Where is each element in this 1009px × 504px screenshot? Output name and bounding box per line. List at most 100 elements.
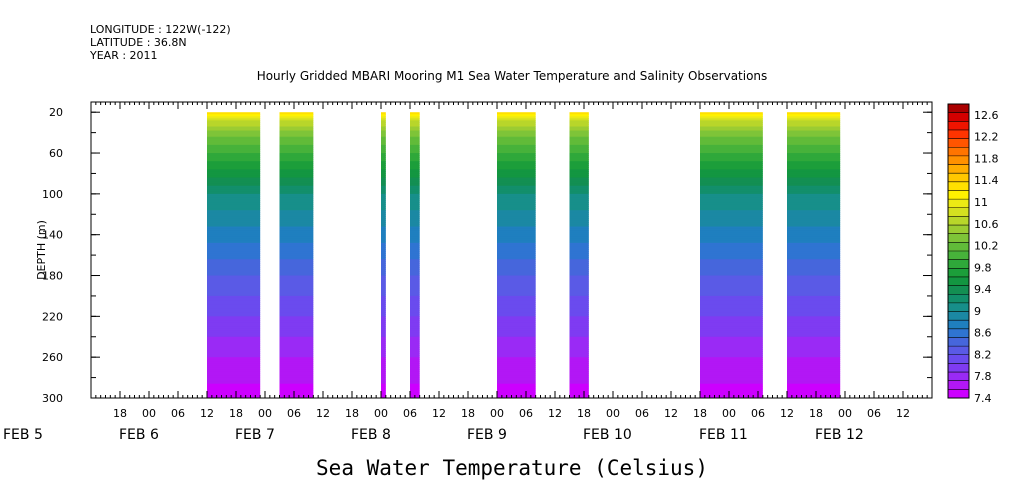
colorbar-swatch bbox=[948, 320, 969, 330]
chart-title: Hourly Gridded MBARI Mooring M1 Sea Wate… bbox=[257, 69, 768, 83]
x-hour-label: 18 bbox=[809, 407, 823, 420]
data-block-8 bbox=[787, 112, 841, 398]
x-hour-label: 18 bbox=[229, 407, 243, 420]
x-hour-label: 12 bbox=[780, 407, 794, 420]
x-date-label: FEB 9 bbox=[467, 427, 507, 443]
colorbar-swatch bbox=[948, 302, 969, 312]
data-block-6 bbox=[569, 112, 589, 398]
y-tick-label: 60 bbox=[49, 147, 63, 160]
colorbar-swatch bbox=[948, 276, 969, 286]
x-hour-label: 00 bbox=[374, 407, 388, 420]
colorbar-swatch bbox=[948, 190, 969, 200]
colorbar-swatch bbox=[948, 112, 969, 122]
colorbar-swatch bbox=[948, 121, 969, 131]
colorbar-swatch bbox=[948, 363, 969, 373]
colorbar-swatch bbox=[948, 242, 969, 252]
x-hour-label: 12 bbox=[548, 407, 562, 420]
x-hour-label: 12 bbox=[316, 407, 330, 420]
x-date-label: FEB 10 bbox=[583, 427, 632, 443]
data-block-7 bbox=[700, 112, 763, 398]
x-date-label: FEB 6 bbox=[119, 427, 159, 443]
data-block-3 bbox=[381, 112, 386, 398]
colorbar-swatch bbox=[948, 181, 969, 191]
colorbar-swatch bbox=[948, 346, 969, 356]
y-tick-label: 260 bbox=[42, 351, 63, 364]
year-label: YEAR : 2011 bbox=[89, 49, 158, 62]
x-date-label: FEB 8 bbox=[351, 427, 391, 443]
colorbar-swatch bbox=[948, 138, 969, 148]
x-axis-title: Sea Water Temperature (Celsius) bbox=[316, 456, 708, 480]
colorbar-swatch bbox=[948, 328, 969, 338]
y-tick-label: 300 bbox=[42, 392, 63, 405]
data-block-4 bbox=[410, 112, 420, 398]
colorbar-swatch bbox=[948, 233, 969, 243]
colorbar-swatch bbox=[948, 104, 969, 113]
colorbar-label: 9 bbox=[974, 305, 981, 318]
x-hour-label: 18 bbox=[113, 407, 127, 420]
colorbar-swatch bbox=[948, 285, 969, 295]
colorbar-swatch bbox=[948, 225, 969, 235]
colorbar-swatch bbox=[948, 129, 969, 139]
y-tick-label: 20 bbox=[49, 106, 63, 119]
colorbar-swatch bbox=[948, 251, 969, 260]
colorbar-label: 12.2 bbox=[974, 131, 999, 144]
x-hour-label: 12 bbox=[200, 407, 214, 420]
x-hour-label: 12 bbox=[896, 407, 910, 420]
data-block-2 bbox=[279, 112, 314, 398]
colorbar-label: 11.4 bbox=[974, 174, 999, 187]
colorbar-label: 7.4 bbox=[974, 392, 992, 405]
longitude-label: LONGITUDE : 122W(-122) bbox=[90, 23, 231, 36]
y-tick-label: 220 bbox=[42, 310, 63, 323]
x-date-label: FEB 12 bbox=[815, 427, 864, 443]
colorbar-swatch bbox=[948, 389, 969, 399]
colorbar-swatch bbox=[948, 259, 969, 269]
colorbar-swatch bbox=[948, 155, 969, 165]
data-block-5 bbox=[497, 112, 536, 398]
colorbar-label: 9.4 bbox=[974, 283, 992, 296]
x-hour-label: 06 bbox=[403, 407, 417, 420]
colorbar-swatch bbox=[948, 199, 969, 209]
x-hour-label: 00 bbox=[606, 407, 620, 420]
colorbar-swatch bbox=[948, 164, 969, 174]
x-hour-label: 06 bbox=[519, 407, 533, 420]
y-tick-label: 140 bbox=[42, 229, 63, 242]
colorbar-swatch bbox=[948, 216, 969, 226]
latitude-label: LATITUDE : 36.8N bbox=[90, 36, 187, 49]
colorbar-swatch bbox=[948, 337, 969, 347]
colorbar-label: 8.2 bbox=[974, 348, 992, 361]
colorbar-swatch bbox=[948, 354, 969, 364]
x-date-label: FEB 7 bbox=[235, 427, 275, 443]
colorbar-swatch bbox=[948, 380, 969, 390]
data-block-1 bbox=[207, 112, 261, 398]
y-axis-title: DEPTH (m) bbox=[35, 220, 48, 280]
x-hour-label: 00 bbox=[142, 407, 156, 420]
x-date-label: FEB 11 bbox=[699, 427, 748, 443]
colorbar-label: 10.2 bbox=[974, 240, 999, 253]
x-hour-label: 18 bbox=[577, 407, 591, 420]
x-hour-label: 00 bbox=[838, 407, 852, 420]
colorbar-label: 8.6 bbox=[974, 327, 992, 340]
tick-layer: 18 00 06 12 18 00 06 12 18 00 06 12 18 00 06 12 18 00 06 12… bbox=[3, 102, 933, 443]
x-hour-label: 00 bbox=[722, 407, 736, 420]
colorbar-label: 11.8 bbox=[974, 152, 999, 165]
data-layer bbox=[207, 112, 841, 398]
x-hour-label: 06 bbox=[867, 407, 881, 420]
colorbar: 12.6 12.2 11.8 11.4 11 10.6 10.2 9.8 9.4 9 8.6 8.2 7… bbox=[947, 103, 999, 405]
colorbar-label: 12.6 bbox=[974, 109, 999, 122]
x-hour-label: 18 bbox=[693, 407, 707, 420]
colorbar-label: 11 bbox=[974, 196, 988, 209]
colorbar-swatch bbox=[948, 372, 969, 382]
x-hour-label: 18 bbox=[345, 407, 359, 420]
x-hour-label: 06 bbox=[171, 407, 185, 420]
x-hour-label: 00 bbox=[258, 407, 272, 420]
x-hour-label: 12 bbox=[664, 407, 678, 420]
y-tick-label: 100 bbox=[42, 188, 63, 201]
colorbar-swatch bbox=[948, 311, 969, 321]
colorbar-swatch bbox=[948, 147, 969, 157]
colorbar-swatch bbox=[948, 294, 969, 304]
x-hour-label: 12 bbox=[432, 407, 446, 420]
colorbar-label: 9.8 bbox=[974, 261, 992, 274]
x-hour-label: 06 bbox=[751, 407, 765, 420]
x-date-label: FEB 5 bbox=[3, 427, 43, 443]
